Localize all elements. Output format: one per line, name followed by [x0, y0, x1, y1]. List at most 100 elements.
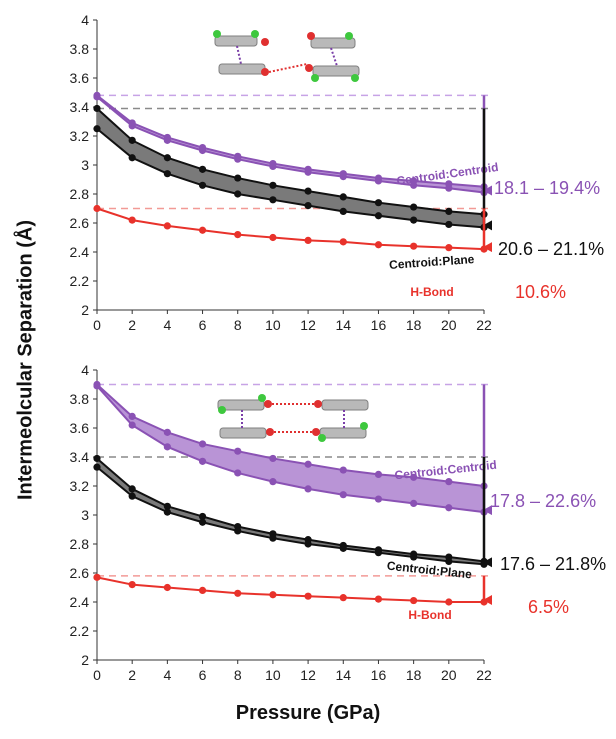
- data-point: [445, 598, 453, 606]
- data-point: [128, 216, 136, 224]
- series-line-red: [96, 576, 484, 603]
- percent-label-black: 20.6 – 21.1%: [498, 239, 604, 259]
- data-point: [93, 463, 101, 471]
- data-point: [374, 549, 383, 557]
- data-point: [374, 212, 383, 220]
- data-point: [93, 573, 101, 581]
- data-point: [410, 596, 418, 605]
- x-tick-label: 10: [265, 667, 281, 683]
- data-point: [234, 527, 242, 535]
- data-point: [304, 202, 312, 210]
- data-point: [163, 222, 171, 230]
- y-tick-label: 3.8: [70, 391, 90, 407]
- data-point: [198, 440, 207, 448]
- band-fill-black: [97, 108, 484, 228]
- data-point: [374, 595, 383, 603]
- data-point: [93, 204, 101, 213]
- data-point: [374, 470, 383, 478]
- data-point: [445, 207, 453, 215]
- series-line-purple-lower: [96, 385, 485, 514]
- x-tick-label: 10: [265, 317, 281, 333]
- data-point: [304, 168, 312, 176]
- y-tick-label: 2.8: [70, 186, 90, 202]
- x-tick-label: 0: [93, 667, 101, 683]
- x-tick-label: 4: [163, 317, 171, 333]
- y-tick-label: 4: [81, 362, 89, 378]
- series-line-black-lower: [96, 127, 485, 229]
- x-tick-label: 2: [128, 317, 136, 333]
- x-tick-label: 14: [335, 317, 351, 333]
- data-point: [128, 412, 136, 420]
- molecule-inset-top: [213, 30, 360, 82]
- data-point: [410, 473, 418, 481]
- y-tick-label: 3.8: [70, 41, 90, 57]
- y-tick-label: 4: [81, 12, 89, 28]
- data-point: [93, 454, 101, 463]
- data-point: [374, 199, 383, 207]
- data-point: [198, 512, 207, 521]
- y-tick-label: 2.6: [70, 215, 90, 231]
- data-point: [198, 457, 207, 465]
- y-tick-label: 3.6: [70, 70, 90, 86]
- series-line-purple-upper: [96, 94, 485, 188]
- data-point: [304, 460, 312, 468]
- data-point: [374, 495, 383, 503]
- data-point: [198, 518, 207, 526]
- series-line-black-upper: [96, 107, 485, 216]
- data-point: [93, 93, 101, 101]
- data-point: [339, 491, 347, 499]
- x-axis-label: Pressure (GPa): [235, 702, 381, 724]
- x-tick-label: 20: [441, 317, 457, 333]
- data-point: [445, 478, 453, 486]
- data-point: [128, 492, 136, 500]
- data-point: [234, 174, 242, 182]
- data-point: [339, 173, 347, 181]
- x-tick-label: 4: [163, 667, 171, 683]
- data-point: [304, 592, 312, 600]
- data-point: [410, 499, 418, 507]
- chart-panel-top: 22.22.42.62.833.23.43.63.840 2 4 6 8 10 12 14 16…: [70, 12, 605, 333]
- data-point: [163, 136, 171, 144]
- y-tick-label: 3: [81, 507, 89, 523]
- y-tick-label: 3.2: [70, 478, 90, 494]
- data-point: [339, 466, 347, 474]
- x-tick-label: 12: [300, 317, 316, 333]
- data-point: [339, 193, 347, 201]
- series-line-black-lower: [96, 466, 485, 566]
- x-tick-label: 22: [476, 317, 492, 333]
- percent-label-red: 10.6%: [515, 282, 566, 302]
- series-label-red: H-Bond: [410, 285, 453, 299]
- data-point: [410, 553, 418, 561]
- data-point: [163, 443, 171, 451]
- x-tick-label: 6: [199, 317, 207, 333]
- data-point: [410, 242, 418, 250]
- data-point: [234, 155, 242, 163]
- data-point: [128, 154, 136, 162]
- x-tick-label: 20: [441, 667, 457, 683]
- x-tick-label: 2: [128, 667, 136, 683]
- data-point: [445, 557, 453, 566]
- y-tick-label: 2.6: [70, 565, 90, 581]
- x-tick-label: 22: [476, 667, 492, 683]
- data-point: [163, 154, 171, 162]
- data-point: [445, 184, 453, 192]
- x-tick-label: 8: [234, 317, 242, 333]
- x-tick-label: 6: [199, 667, 207, 683]
- y-tick-label: 2.8: [70, 536, 90, 552]
- chart-panel-bottom: 22.22.42.62.833.23.43.63.840 2 4 6 8 10 12 14 16…: [70, 362, 607, 683]
- data-point: [304, 187, 312, 195]
- x-tick-label: 18: [406, 317, 422, 333]
- x-tick-label: 0: [93, 317, 101, 333]
- data-point: [445, 504, 453, 512]
- y-tick-label: 2.4: [70, 594, 90, 610]
- x-tick-label: 18: [406, 667, 422, 683]
- y-tick-label: 3.2: [70, 128, 90, 144]
- data-point: [234, 469, 242, 477]
- x-tick-label: 8: [234, 667, 242, 683]
- data-point: [234, 589, 242, 597]
- data-point: [128, 485, 136, 493]
- data-point: [269, 591, 277, 599]
- data-point: [339, 544, 347, 552]
- series-line-purple-upper: [96, 383, 485, 487]
- data-point: [234, 190, 242, 198]
